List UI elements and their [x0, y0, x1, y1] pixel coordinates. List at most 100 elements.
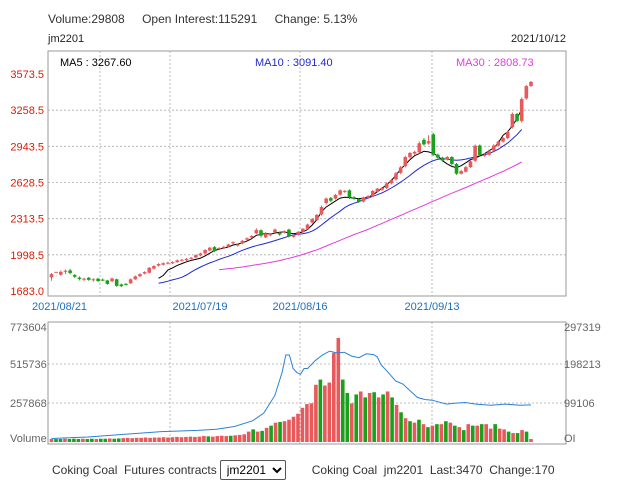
- volume-axis: 773604 515736 257868 Volume 297319 198213 9910…: [10, 322, 601, 445]
- volume-bar: [461, 430, 466, 442]
- candle-body: [389, 180, 394, 184]
- date-tick-label: 2021/08/16: [272, 301, 327, 313]
- volume-bar: [291, 416, 296, 442]
- price-tick-label: 2313.5: [10, 214, 44, 226]
- volume-bar: [179, 437, 184, 442]
- volume-bar: [408, 421, 412, 442]
- candle-body: [394, 173, 398, 180]
- ma30-legend: MA30 : 2808.73: [456, 57, 534, 69]
- volume-bar: [269, 425, 273, 442]
- volume-bar: [475, 425, 480, 442]
- volume-bars: [49, 337, 533, 442]
- futures-label: Futures contracts: [124, 463, 217, 477]
- header-info: Volume:29808 Open Interest:115291 Change…: [48, 12, 371, 26]
- volume-bar: [358, 391, 363, 442]
- candle-body: [487, 151, 491, 155]
- candle-body: [77, 277, 82, 279]
- volume-bar: [520, 430, 524, 442]
- candle-body: [505, 132, 510, 139]
- candle-body: [138, 274, 142, 277]
- candle-body: [114, 279, 119, 286]
- volume-bar: [524, 431, 529, 442]
- candle-body: [398, 167, 403, 173]
- candle-body: [496, 141, 501, 146]
- open-interest-text: Open Interest:115291: [142, 12, 258, 26]
- volume-bar: [103, 438, 108, 442]
- candle-body: [491, 145, 496, 151]
- volume-bar: [444, 421, 448, 442]
- symbol-label: jm2201: [48, 33, 85, 45]
- volume-bar: [139, 437, 143, 442]
- volume-bar: [435, 424, 439, 442]
- volume-bar: [170, 437, 175, 442]
- candle-body: [524, 86, 529, 99]
- contract-select[interactable]: jm2201: [219, 460, 286, 480]
- volume-bar: [98, 438, 103, 442]
- volume-bar: [394, 404, 399, 442]
- candle-body: [454, 163, 459, 174]
- volume-bar: [152, 437, 157, 442]
- candle-body: [86, 277, 91, 280]
- volume-bar: [506, 431, 511, 442]
- candle-body: [403, 157, 408, 167]
- volume-bar: [354, 394, 359, 442]
- candle-body: [254, 229, 259, 234]
- candle-body: [408, 153, 412, 158]
- candle-body: [49, 274, 54, 278]
- volume-bar: [327, 382, 332, 442]
- quote-contract: jm2201: [383, 463, 424, 477]
- candle-body: [287, 229, 291, 237]
- candle-body: [133, 276, 138, 280]
- volume-bar: [215, 436, 220, 442]
- oi-tick-label: 99106: [564, 398, 595, 410]
- volume-bar: [58, 439, 63, 442]
- candle-body: [426, 141, 431, 144]
- volume-bar: [251, 429, 255, 442]
- volume-bar: [470, 425, 475, 442]
- volume-bar: [296, 413, 300, 442]
- candle-body: [166, 262, 170, 264]
- volume-bar: [376, 397, 381, 442]
- candle-body: [245, 238, 249, 240]
- candle-body: [175, 260, 179, 263]
- volume-bar: [148, 437, 152, 442]
- volume-bar: [157, 437, 161, 442]
- volume-bar: [399, 412, 403, 442]
- candle-body: [352, 197, 356, 199]
- volume-tick-label: Volume: [10, 433, 47, 445]
- volume-bar: [121, 438, 126, 442]
- candle-body: [445, 157, 450, 160]
- candle-body: [59, 271, 63, 275]
- volume-bar: [421, 424, 426, 442]
- candle-body: [315, 215, 319, 221]
- candle-body: [529, 81, 533, 86]
- candle-body: [203, 250, 207, 254]
- volume-bar: [242, 434, 246, 442]
- volume-bar: [340, 379, 345, 442]
- ma10-legend: MA10 : 3091.40: [255, 57, 333, 69]
- candle-body: [273, 229, 277, 233]
- volume-bar: [511, 433, 515, 442]
- volume-bar: [381, 394, 385, 442]
- candle-body: [370, 190, 375, 197]
- volume-bar: [336, 337, 341, 442]
- volume-bar: [197, 436, 202, 442]
- ma5-legend: MA5 : 3267.60: [60, 57, 132, 69]
- candle-body: [82, 278, 86, 280]
- candle-body: [380, 188, 384, 190]
- candle-body: [221, 246, 226, 249]
- candle-body: [198, 253, 203, 256]
- candle-body: [431, 134, 436, 155]
- candle-body: [91, 279, 96, 281]
- volume-bar: [453, 425, 457, 442]
- volume-bar: [116, 438, 121, 442]
- candle-body: [263, 233, 268, 238]
- candle-body: [124, 283, 128, 285]
- price-tick-label: 3258.5: [10, 105, 44, 117]
- quote-change: Change:170: [489, 463, 555, 477]
- volume-bar: [305, 404, 309, 442]
- volume-bar: [314, 384, 318, 442]
- candle-body: [105, 280, 110, 284]
- candle-body: [152, 266, 156, 269]
- candle-body: [417, 143, 422, 153]
